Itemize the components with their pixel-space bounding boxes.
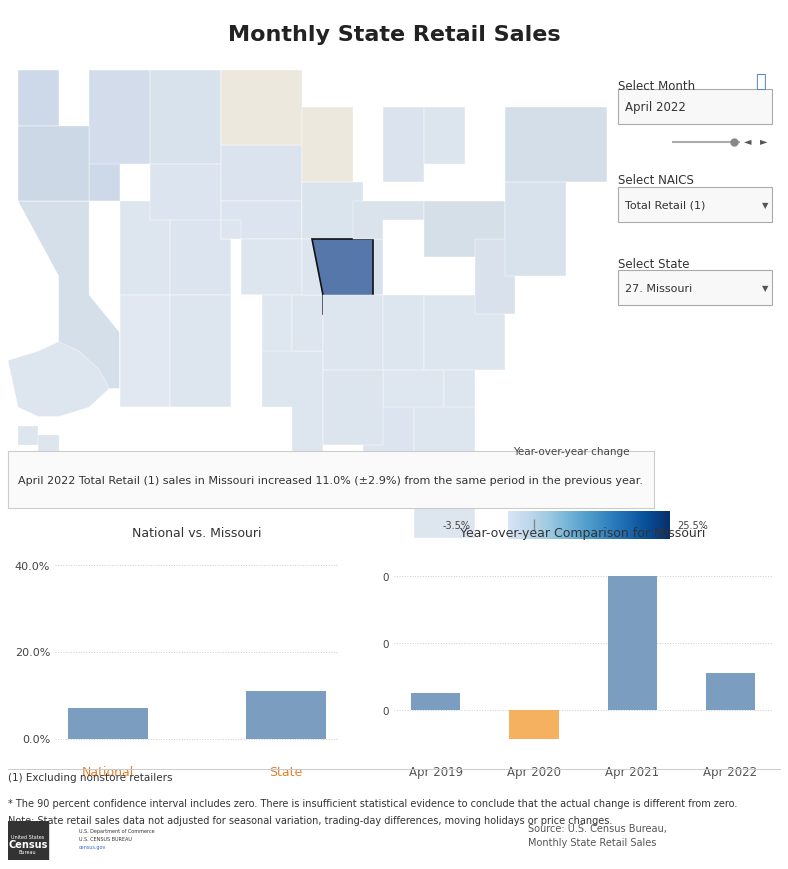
Polygon shape (322, 295, 384, 370)
Bar (411, 693, 460, 710)
Polygon shape (262, 352, 322, 501)
Text: Source: U.S. Census Bureau,
Monthly State Retail Sales: Source: U.S. Census Bureau, Monthly Stat… (528, 823, 667, 847)
Text: Bureau: Bureau (19, 849, 36, 854)
Polygon shape (99, 464, 125, 492)
Polygon shape (424, 109, 465, 164)
Polygon shape (505, 109, 607, 183)
Text: Total Retail (1): Total Retail (1) (625, 200, 705, 210)
Text: * The 90 percent confidence interval includes zero. There is insufficient statis: * The 90 percent confidence interval inc… (8, 798, 738, 807)
FancyBboxPatch shape (8, 821, 47, 860)
Polygon shape (303, 239, 363, 295)
Text: 25.5%: 25.5% (678, 521, 708, 531)
Title: National vs. Missouri: National vs. Missouri (132, 527, 262, 539)
Text: U.S. CENSUS BUREAU: U.S. CENSUS BUREAU (79, 836, 132, 841)
Polygon shape (79, 454, 110, 482)
Polygon shape (384, 370, 444, 445)
Polygon shape (170, 202, 231, 295)
Polygon shape (322, 370, 384, 445)
FancyBboxPatch shape (618, 90, 771, 125)
Bar (608, 576, 657, 710)
Polygon shape (475, 239, 515, 315)
Polygon shape (424, 295, 505, 370)
Polygon shape (89, 71, 150, 164)
Text: Monthly State Retail Sales: Monthly State Retail Sales (228, 25, 560, 45)
Text: -3.5%: -3.5% (443, 521, 470, 531)
Polygon shape (18, 202, 120, 389)
Text: ◄: ◄ (744, 136, 751, 146)
Text: Census: Census (8, 839, 47, 849)
Text: U.S. Department of Commerce: U.S. Department of Commerce (79, 828, 154, 833)
Polygon shape (150, 71, 221, 164)
Text: Note: State retail sales data not adjusted for seasonal variation, trading-day d: Note: State retail sales data not adjust… (8, 815, 612, 825)
Text: (1) Excluding nonstore retailers: (1) Excluding nonstore retailers (8, 772, 173, 781)
Polygon shape (424, 202, 505, 258)
Polygon shape (303, 109, 353, 183)
Polygon shape (221, 71, 303, 146)
Text: census.gov: census.gov (79, 844, 106, 849)
Polygon shape (18, 427, 39, 445)
Polygon shape (312, 239, 374, 315)
Polygon shape (221, 71, 303, 146)
Text: 27. Missouri: 27. Missouri (625, 283, 692, 294)
Polygon shape (414, 408, 475, 539)
Polygon shape (120, 202, 170, 295)
Polygon shape (221, 202, 303, 239)
Polygon shape (8, 342, 110, 417)
Polygon shape (221, 146, 303, 202)
Polygon shape (384, 109, 424, 183)
Polygon shape (18, 71, 120, 202)
Polygon shape (221, 221, 303, 295)
FancyBboxPatch shape (618, 188, 771, 222)
Text: April 2022 Total Retail (1) sales in Missouri increased 11.0% (±2.9%) from the s: April 2022 Total Retail (1) sales in Mis… (17, 475, 642, 485)
Text: Year-over-year change: Year-over-year change (513, 447, 630, 456)
Polygon shape (292, 295, 322, 352)
Polygon shape (363, 408, 414, 482)
Text: ⓘ: ⓘ (755, 73, 766, 91)
Polygon shape (384, 295, 424, 370)
Polygon shape (170, 295, 231, 408)
Polygon shape (303, 183, 363, 239)
Polygon shape (39, 436, 58, 454)
Text: ▼: ▼ (762, 284, 768, 293)
Polygon shape (231, 295, 292, 408)
Text: Select NAICS: Select NAICS (618, 174, 693, 187)
Polygon shape (322, 239, 384, 295)
Bar (706, 673, 755, 710)
Polygon shape (120, 295, 170, 408)
Text: United States: United States (11, 833, 44, 839)
Bar (68, 708, 148, 739)
Text: Select State: Select State (618, 257, 690, 270)
Polygon shape (353, 202, 424, 239)
Polygon shape (505, 183, 566, 276)
Text: ▼: ▼ (762, 201, 768, 209)
Text: April 2022: April 2022 (625, 102, 686, 114)
Polygon shape (444, 370, 475, 445)
Text: Select Month: Select Month (618, 80, 695, 93)
Polygon shape (150, 164, 221, 221)
Text: ►: ► (760, 136, 768, 146)
Polygon shape (303, 183, 353, 239)
Bar (509, 710, 559, 739)
Title: Year-over-year Comparison for Missouri: Year-over-year Comparison for Missouri (460, 527, 706, 539)
Bar (246, 691, 326, 739)
Polygon shape (18, 127, 89, 202)
FancyBboxPatch shape (618, 271, 771, 306)
